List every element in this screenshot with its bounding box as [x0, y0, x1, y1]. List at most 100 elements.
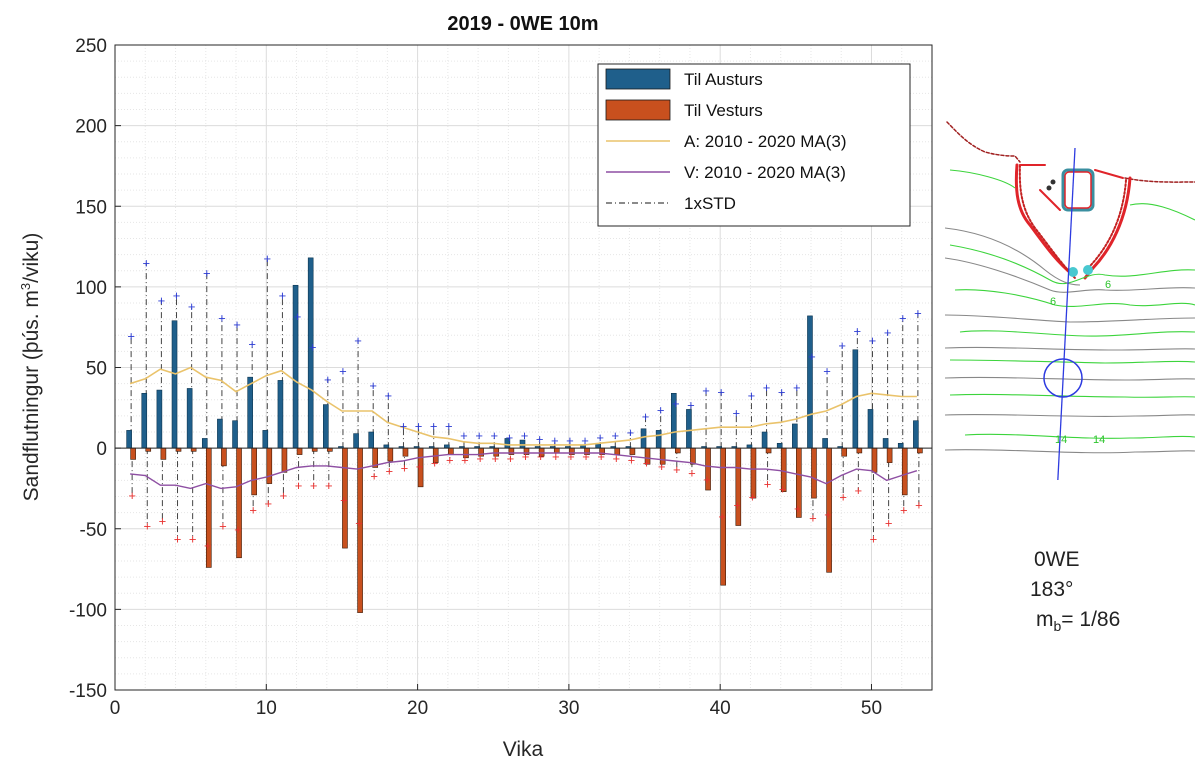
- std-marker-vesturs: +: [189, 531, 197, 546]
- std-marker-austurs: +: [869, 333, 877, 348]
- std-marker-vesturs: +: [295, 478, 303, 493]
- legend: Til Austurs Til Vesturs A: 2010 - 2020 MA(…: [597, 63, 911, 227]
- std-marker-vesturs: +: [174, 531, 182, 546]
- legend-label: V: 2010 - 2020 MA(3): [684, 163, 846, 182]
- std-marker-austurs: +: [687, 398, 695, 413]
- bar-til-vesturs: [387, 447, 394, 462]
- profile-name: 0WE: [1034, 548, 1080, 571]
- y-axis-label-sup: 3: [18, 283, 33, 290]
- y-tick-label: -150: [69, 681, 107, 702]
- bar-til-austurs: [126, 430, 132, 449]
- chart-title: 2019 - 0WE 10m: [447, 13, 598, 35]
- std-marker-vesturs: +: [612, 451, 620, 466]
- std-marker-vesturs: +: [643, 456, 651, 471]
- std-marker-vesturs: +: [461, 452, 469, 467]
- std-marker-austurs: +: [430, 419, 438, 434]
- std-marker-austurs: +: [248, 336, 256, 351]
- std-marker-vesturs: +: [870, 531, 878, 546]
- std-marker-austurs: +: [309, 340, 317, 355]
- bar-til-austurs: [277, 380, 284, 449]
- std-marker-vesturs: +: [310, 478, 318, 493]
- std-marker-austurs: +: [884, 325, 892, 340]
- std-marker-austurs: +: [854, 323, 862, 338]
- std-marker-austurs: +: [778, 385, 786, 400]
- x-axis-label: Vika: [503, 738, 544, 761]
- std-marker-vesturs: +: [764, 477, 772, 492]
- chart: + + + + + + + + + + + + + + + + + + + + + + + + + + + + + + + + + + + + + + + +…: [18, 13, 933, 761]
- std-marker-vesturs: +: [143, 519, 151, 534]
- bar-til-vesturs: [690, 447, 696, 465]
- bar-til-vesturs: [357, 447, 363, 613]
- std-marker-vesturs: +: [401, 460, 409, 475]
- std-marker-vesturs: +: [264, 496, 272, 511]
- std-marker-austurs: +: [657, 402, 665, 417]
- x-tick-label: 40: [710, 698, 731, 719]
- bar-til-austurs: [776, 442, 783, 449]
- bar-til-austurs: [232, 420, 238, 449]
- std-marker-austurs: +: [672, 396, 680, 411]
- std-marker-vesturs: +: [476, 451, 484, 466]
- std-marker-austurs: +: [506, 430, 514, 445]
- std-marker-austurs: +: [733, 406, 741, 421]
- contour-label: 14: [1093, 434, 1105, 446]
- bar-til-vesturs: [735, 447, 742, 526]
- std-marker-austurs: +: [354, 333, 362, 348]
- bar-til-austurs: [323, 404, 329, 449]
- std-marker-austurs: +: [808, 349, 816, 364]
- std-marker-austurs: +: [642, 409, 650, 424]
- std-marker-austurs: +: [475, 428, 483, 443]
- y-tick-label: 0: [96, 439, 107, 460]
- std-marker-vesturs: +: [567, 449, 575, 464]
- bar-til-vesturs: [674, 447, 681, 454]
- std-marker-austurs: +: [369, 378, 377, 393]
- std-marker-vesturs: +: [507, 451, 515, 466]
- std-marker-austurs: +: [899, 311, 907, 326]
- std-marker-vesturs: +: [491, 451, 499, 466]
- std-marker-austurs: +: [279, 288, 287, 303]
- x-tick-label: 50: [861, 698, 882, 719]
- std-marker-vesturs: +: [249, 502, 257, 517]
- x-tick-label: 30: [558, 698, 579, 719]
- std-marker-vesturs: +: [522, 449, 530, 464]
- bar-til-austurs: [171, 320, 178, 449]
- y-axis-label-main: Sandflutningur (þús. m: [20, 290, 43, 501]
- y-tick-label: -50: [80, 520, 107, 541]
- bar-til-austurs: [686, 409, 692, 449]
- bar-til-austurs: [852, 349, 859, 449]
- y-tick-label: 250: [75, 36, 107, 57]
- profile-angle: 183°: [1030, 578, 1074, 601]
- std-marker-austurs: +: [581, 433, 589, 448]
- std-marker-vesturs: +: [658, 459, 666, 474]
- bar-til-austurs: [761, 431, 768, 449]
- bar-til-vesturs: [221, 447, 227, 467]
- std-marker-austurs: +: [127, 328, 135, 343]
- x-tick-label: 10: [256, 698, 277, 719]
- std-marker-austurs: +: [793, 380, 801, 395]
- std-marker-austurs: +: [702, 383, 710, 398]
- std-marker-austurs: +: [717, 385, 725, 400]
- bar-til-austurs: [186, 388, 193, 449]
- std-marker-vesturs: +: [234, 522, 242, 537]
- std-marker-vesturs: +: [582, 449, 590, 464]
- map-panel: 6 6 14 14: [944, 110, 1195, 536]
- bar-til-austurs: [913, 420, 919, 449]
- std-marker-vesturs: +: [370, 469, 378, 484]
- std-marker-austurs: +: [218, 311, 226, 326]
- std-marker-austurs: +: [400, 419, 408, 434]
- y-tick-label: 100: [75, 278, 107, 299]
- bar-til-austurs: [822, 438, 828, 449]
- std-marker-austurs: +: [914, 306, 922, 321]
- std-marker-vesturs: +: [915, 498, 923, 513]
- bar-til-vesturs: [281, 447, 288, 473]
- legend-box: [597, 63, 911, 227]
- std-marker-vesturs: +: [703, 472, 711, 487]
- std-marker-austurs: +: [838, 338, 846, 353]
- contour-label: 14: [1055, 434, 1067, 446]
- std-marker-vesturs: +: [325, 478, 333, 493]
- bar-til-vesturs: [917, 447, 923, 454]
- bar-til-vesturs: [886, 447, 893, 463]
- std-marker-vesturs: +: [628, 452, 636, 467]
- legend-label: A: 2010 - 2020 MA(3): [684, 132, 847, 151]
- std-marker-vesturs: +: [900, 502, 908, 517]
- x-tick-label: 0: [110, 698, 121, 719]
